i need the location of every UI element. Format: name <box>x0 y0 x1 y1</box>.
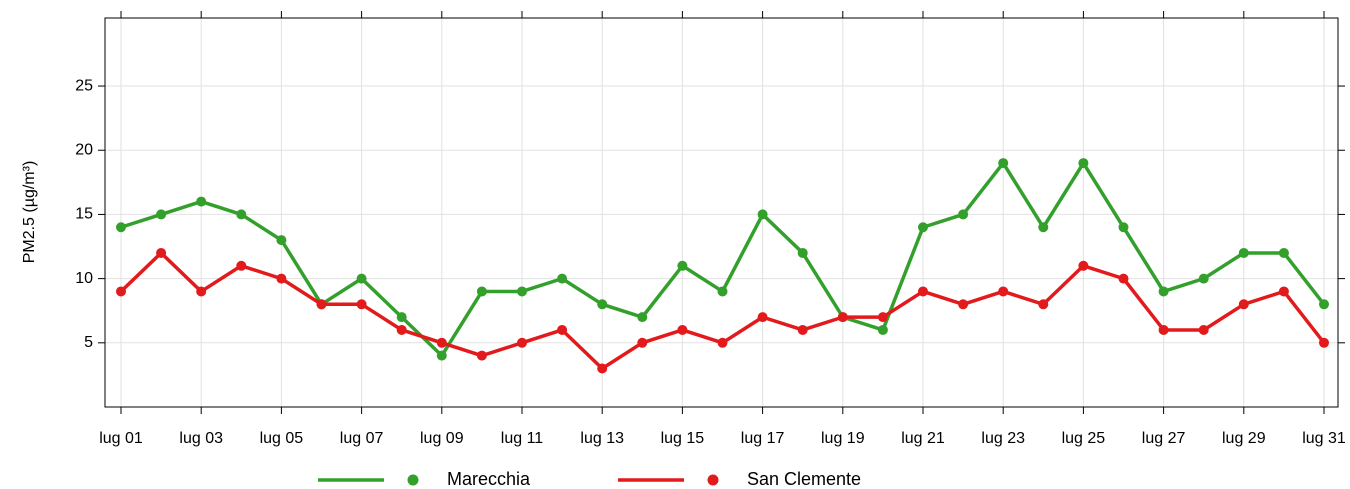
point <box>717 337 728 348</box>
x-tick-label: lug 13 <box>580 430 624 447</box>
point <box>1198 273 1209 284</box>
point <box>1078 260 1089 271</box>
point <box>356 273 367 284</box>
point <box>236 260 247 271</box>
point <box>998 286 1009 297</box>
series-line <box>120 161 1326 358</box>
point <box>557 324 568 335</box>
point <box>116 222 126 233</box>
point <box>116 286 126 297</box>
point <box>476 286 487 297</box>
point <box>276 235 287 246</box>
point <box>276 273 287 284</box>
y-tick-label: 5 <box>84 334 93 351</box>
point <box>958 209 969 220</box>
point <box>1278 247 1289 258</box>
x-tick-label: lug 29 <box>1222 430 1266 447</box>
point <box>1038 222 1049 233</box>
y-axis-label: PM2.5 (µg/m³) <box>21 161 38 264</box>
y-tick-label: 15 <box>75 206 93 223</box>
x-tick-label: lug 23 <box>981 430 1025 447</box>
point <box>196 196 207 207</box>
plot-frame <box>104 17 1339 408</box>
point <box>1319 299 1329 310</box>
point <box>1238 247 1249 258</box>
point <box>436 337 447 348</box>
point <box>877 312 888 323</box>
point <box>1158 286 1169 297</box>
legend-dot <box>407 474 419 486</box>
x-tick-label: lug 01 <box>99 430 143 447</box>
point <box>1158 324 1169 335</box>
x-tick-label: lug 31 <box>1302 430 1346 447</box>
point <box>677 260 688 271</box>
x-tick-label: lug 19 <box>821 430 865 447</box>
point <box>557 273 568 284</box>
point <box>1319 337 1329 348</box>
point <box>597 363 608 374</box>
point <box>436 350 447 361</box>
point <box>918 286 928 297</box>
x-tick-label: lug 15 <box>661 430 705 447</box>
legend-label: Marecchia <box>447 469 531 489</box>
point <box>1118 273 1129 284</box>
point <box>637 337 648 348</box>
x-tick-label: lug 09 <box>420 430 464 447</box>
point <box>156 209 167 220</box>
x-tick-label: lug 25 <box>1062 430 1106 447</box>
x-tick-label: lug 17 <box>741 430 785 447</box>
point <box>1198 324 1209 335</box>
point <box>717 286 728 297</box>
x-tick-label: lug 07 <box>340 430 384 447</box>
point <box>1278 286 1289 297</box>
y-tick-label: 10 <box>75 270 93 287</box>
point <box>637 312 648 323</box>
x-tick-label: lug 11 <box>501 430 544 447</box>
x-tick-label: lug 05 <box>260 430 304 447</box>
point <box>797 324 808 335</box>
point <box>677 324 688 335</box>
point <box>918 222 928 233</box>
point <box>1118 222 1129 233</box>
point <box>316 299 327 310</box>
legend-label: San Clemente <box>747 469 861 489</box>
point <box>757 209 768 220</box>
point <box>757 312 768 323</box>
point <box>396 324 407 335</box>
point <box>837 312 848 323</box>
x-tick-label: lug 27 <box>1142 430 1186 447</box>
point <box>1038 299 1049 310</box>
point <box>356 299 367 310</box>
point <box>877 324 888 335</box>
y-tick-label: 20 <box>75 141 93 158</box>
point <box>958 299 969 310</box>
point <box>236 209 247 220</box>
point <box>998 158 1009 169</box>
point <box>476 350 487 361</box>
point <box>1078 158 1089 169</box>
point <box>597 299 608 310</box>
point <box>1238 299 1249 310</box>
legend-dot <box>707 474 719 486</box>
y-tick-label: 25 <box>75 77 93 94</box>
point <box>517 337 527 348</box>
point <box>797 247 808 258</box>
point <box>517 286 527 297</box>
point <box>396 312 407 323</box>
x-tick-label: lug 03 <box>179 430 223 447</box>
x-tick-label: lug 21 <box>901 430 945 447</box>
point <box>196 286 207 297</box>
point <box>156 247 167 258</box>
